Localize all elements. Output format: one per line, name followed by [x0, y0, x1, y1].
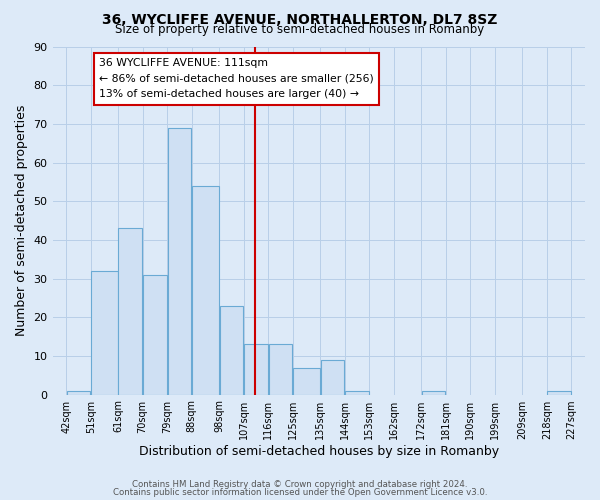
Text: Contains public sector information licensed under the Open Government Licence v3: Contains public sector information licen…: [113, 488, 487, 497]
Text: 36, WYCLIFFE AVENUE, NORTHALLERTON, DL7 8SZ: 36, WYCLIFFE AVENUE, NORTHALLERTON, DL7 …: [103, 12, 497, 26]
Bar: [67, 390, 91, 394]
Bar: [118, 228, 142, 394]
Bar: [167, 128, 191, 394]
Bar: [244, 344, 268, 395]
X-axis label: Distribution of semi-detached houses by size in Romanby: Distribution of semi-detached houses by …: [139, 444, 499, 458]
Text: Size of property relative to semi-detached houses in Romanby: Size of property relative to semi-detach…: [115, 22, 485, 36]
Bar: [422, 390, 445, 394]
Text: 36 WYCLIFFE AVENUE: 111sqm
← 86% of semi-detached houses are smaller (256)
13% o: 36 WYCLIFFE AVENUE: 111sqm ← 86% of semi…: [99, 58, 374, 100]
Bar: [192, 186, 218, 394]
Bar: [345, 390, 369, 394]
Bar: [269, 344, 292, 395]
Bar: [320, 360, 344, 394]
Y-axis label: Number of semi-detached properties: Number of semi-detached properties: [15, 105, 28, 336]
Bar: [547, 390, 571, 394]
Bar: [293, 368, 320, 394]
Text: Contains HM Land Registry data © Crown copyright and database right 2024.: Contains HM Land Registry data © Crown c…: [132, 480, 468, 489]
Bar: [220, 306, 243, 394]
Bar: [143, 274, 167, 394]
Bar: [91, 271, 118, 394]
